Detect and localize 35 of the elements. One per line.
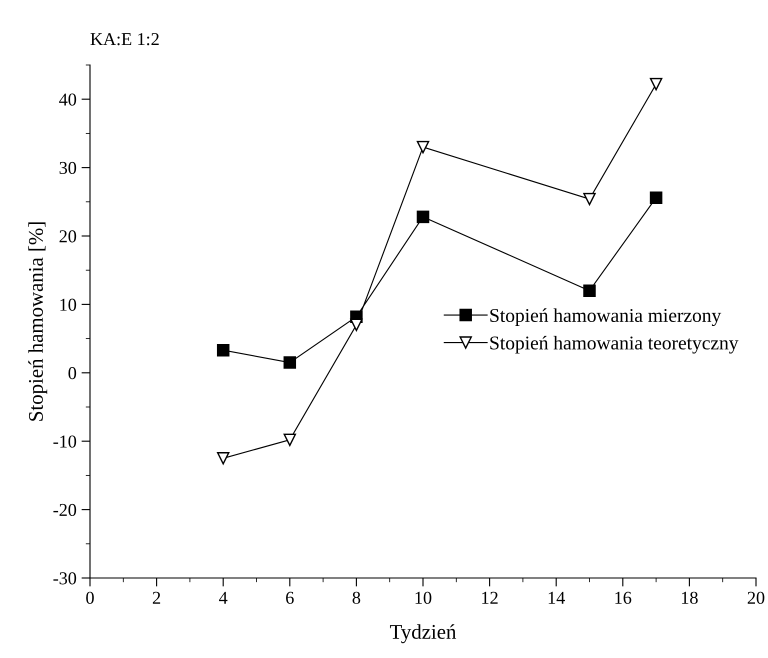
point	[284, 434, 296, 446]
x-tick-label: 2	[152, 592, 160, 604]
y-tick-label: 0	[68, 367, 76, 380]
y-tick-label: 10	[60, 298, 76, 311]
x-tick-label: 4	[219, 592, 228, 604]
point	[284, 356, 296, 369]
y-tick-label: -30	[53, 572, 76, 584]
point	[350, 318, 363, 332]
x-axis-title: Tydzień	[390, 624, 456, 644]
y-tick-label: 20	[60, 230, 76, 242]
x-tick-label: 10	[416, 592, 432, 604]
x-tick-label: 0	[86, 592, 94, 604]
x-tick-label: 12	[482, 592, 498, 604]
x-tick-label: 20	[748, 592, 764, 604]
x-tick-label: 8	[352, 592, 360, 604]
point	[650, 78, 662, 90]
x-tick-label: 16	[615, 592, 632, 604]
legend-label: Stopień hamowania teoretyczny	[490, 336, 738, 354]
y-tick-label: -20	[53, 504, 76, 516]
x-tick-label: 14	[548, 592, 565, 604]
y-tick-label: 30	[60, 162, 76, 174]
point	[583, 284, 596, 297]
x-tick-label: 6	[286, 592, 294, 604]
point	[416, 140, 430, 154]
point	[583, 192, 596, 206]
y-tick-label: 40	[59, 93, 76, 106]
point	[416, 210, 430, 224]
point	[216, 452, 230, 465]
x-tick-label: 18	[682, 592, 698, 604]
legend-label: Stopień hamowania mierzony	[490, 308, 722, 326]
y-tick-label: -10	[53, 435, 76, 448]
point	[650, 191, 662, 204]
y-axis-title: Stopień hamowania [%]	[28, 222, 48, 421]
point	[216, 344, 230, 356]
chart-title: KA:E 1:2	[90, 33, 159, 46]
